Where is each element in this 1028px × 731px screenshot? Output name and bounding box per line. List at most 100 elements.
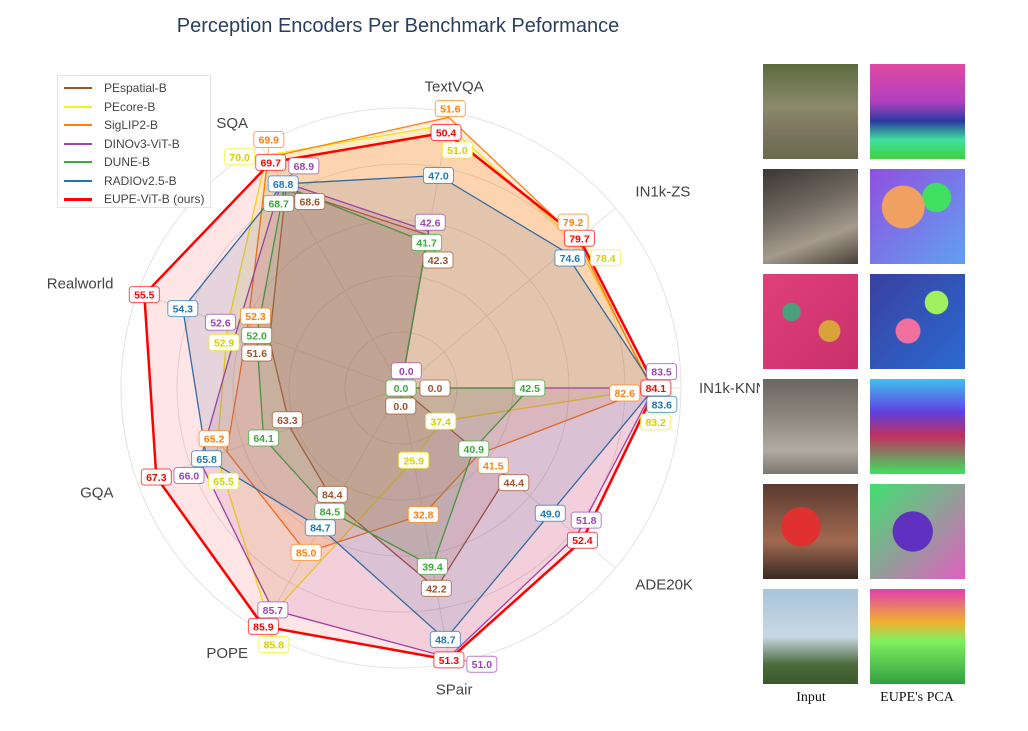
legend-label: EUPE-ViT-B (ours) xyxy=(104,192,205,207)
svg-text:85.9: 85.9 xyxy=(253,621,274,633)
legend-item[interactable]: SigLIP2-B xyxy=(58,116,210,135)
giraffes-zebras-pca xyxy=(870,64,965,159)
data-label: 83.6 xyxy=(646,395,678,413)
legend-item[interactable]: DUNE-B xyxy=(58,153,210,172)
svg-text:79.2: 79.2 xyxy=(563,217,584,229)
data-label: 79.2 xyxy=(557,213,589,231)
svg-text:50.4: 50.4 xyxy=(436,127,457,139)
svg-text:78.4: 78.4 xyxy=(595,253,616,265)
data-label: 84.5 xyxy=(314,502,346,520)
workshop-photo xyxy=(763,379,858,474)
svg-text:51.8: 51.8 xyxy=(576,515,597,527)
legend-item[interactable]: DINOv3-ViT-B xyxy=(58,135,210,154)
svg-text:51.6: 51.6 xyxy=(440,103,461,115)
svg-text:52.3: 52.3 xyxy=(245,311,266,323)
svg-text:68.9: 68.9 xyxy=(294,161,315,173)
svg-text:84.4: 84.4 xyxy=(322,489,343,501)
legend-item[interactable]: PEcore-B xyxy=(58,98,210,117)
data-labels: 50.4 79.7 84.1 52.4 51.3 85.9 67.3 55.5 69.7 47.0… xyxy=(128,99,678,673)
axis-label: SQA xyxy=(216,115,248,132)
data-label: 74.6 xyxy=(554,249,586,267)
svg-text:84.1: 84.1 xyxy=(646,383,667,395)
svg-text:68.6: 68.6 xyxy=(300,197,321,209)
data-label: 83.2 xyxy=(640,413,672,431)
data-label: 0.0 xyxy=(419,379,451,397)
svg-text:0.0: 0.0 xyxy=(399,366,414,378)
axis-label: IN1k-KNN xyxy=(699,380,760,397)
data-label: 52.4 xyxy=(566,531,598,549)
data-label: 65.2 xyxy=(198,430,230,448)
legend-item[interactable]: PEspatial-B xyxy=(58,79,210,98)
data-label: 63.3 xyxy=(271,411,303,429)
svg-text:55.5: 55.5 xyxy=(134,290,155,302)
data-label: 83.5 xyxy=(646,363,678,381)
svg-text:54.3: 54.3 xyxy=(173,304,194,316)
svg-text:51.0: 51.0 xyxy=(447,145,468,157)
data-label: 67.3 xyxy=(140,468,172,486)
data-label: 0.0 xyxy=(385,379,417,397)
dogs-pca xyxy=(870,169,965,264)
data-label: 84.7 xyxy=(304,519,336,537)
legend-item[interactable]: RADIOv2.5-B xyxy=(58,172,210,191)
axis-label: SPair xyxy=(436,681,473,698)
data-label: 51.6 xyxy=(241,344,273,362)
svg-text:82.6: 82.6 xyxy=(615,388,636,400)
data-label: 55.5 xyxy=(128,286,160,304)
data-label: 47.0 xyxy=(422,166,454,184)
legend-item[interactable]: EUPE-ViT-B (ours) xyxy=(58,190,210,209)
food-table-pca xyxy=(870,274,965,369)
data-label: 64.1 xyxy=(248,429,280,447)
svg-text:42.5: 42.5 xyxy=(520,383,541,395)
svg-text:85.0: 85.0 xyxy=(296,547,317,559)
svg-text:47.0: 47.0 xyxy=(428,170,449,182)
data-label: 51.3 xyxy=(433,651,465,669)
svg-text:25.9: 25.9 xyxy=(404,455,425,467)
legend-swatch xyxy=(64,87,92,90)
svg-text:0.0: 0.0 xyxy=(394,383,409,395)
svg-text:52.4: 52.4 xyxy=(572,535,593,547)
svg-text:69.9: 69.9 xyxy=(259,135,280,147)
legend-swatch xyxy=(64,179,92,182)
data-label: 68.9 xyxy=(288,157,320,175)
svg-text:40.9: 40.9 xyxy=(464,444,485,456)
svg-text:51.3: 51.3 xyxy=(439,655,460,667)
svg-text:66.0: 66.0 xyxy=(179,471,200,483)
svg-text:42.6: 42.6 xyxy=(420,217,441,229)
axis-labels: TextVQA IN1k-ZS IN1k-KNN ADE20K SPair POPE GQA… xyxy=(47,79,760,699)
data-label: 85.8 xyxy=(258,636,290,654)
data-label: 69.7 xyxy=(255,153,287,171)
svg-text:65.2: 65.2 xyxy=(204,434,225,446)
svg-text:68.8: 68.8 xyxy=(273,179,294,191)
data-label: 68.7 xyxy=(263,194,295,212)
grid-spoke xyxy=(400,387,451,664)
data-label: 42.2 xyxy=(420,579,452,597)
svg-text:65.5: 65.5 xyxy=(213,476,234,488)
svg-text:51.0: 51.0 xyxy=(472,659,493,671)
legend-swatch xyxy=(64,161,92,164)
data-label: 52.0 xyxy=(241,326,273,344)
data-label: 68.6 xyxy=(294,193,326,211)
legend: PEspatial-B PEcore-B SigLIP2-B DINOv3-ViT-B… xyxy=(57,75,211,208)
svg-text:42.2: 42.2 xyxy=(426,583,447,595)
legend-swatch xyxy=(64,142,92,145)
data-label: 65.8 xyxy=(191,450,223,468)
data-label: 39.4 xyxy=(416,557,448,575)
svg-text:85.8: 85.8 xyxy=(264,640,285,652)
data-label: 52.3 xyxy=(239,307,271,325)
svg-text:68.7: 68.7 xyxy=(268,198,289,210)
svg-text:52.9: 52.9 xyxy=(214,338,235,350)
svg-text:83.6: 83.6 xyxy=(652,399,673,411)
input-caption: Input xyxy=(796,690,826,705)
data-label: 66.0 xyxy=(173,467,205,485)
data-label: 25.9 xyxy=(398,451,430,469)
svg-text:85.7: 85.7 xyxy=(263,605,284,617)
data-label: 49.0 xyxy=(534,504,566,522)
series-polygon xyxy=(226,116,653,554)
svg-text:37.4: 37.4 xyxy=(430,416,451,428)
data-label: 50.4 xyxy=(430,123,462,141)
svg-text:41.7: 41.7 xyxy=(416,238,437,250)
data-label: 85.0 xyxy=(290,543,322,561)
axis-label: POPE xyxy=(206,645,248,662)
data-label: 51.8 xyxy=(570,511,602,529)
data-label: 85.9 xyxy=(247,617,279,635)
